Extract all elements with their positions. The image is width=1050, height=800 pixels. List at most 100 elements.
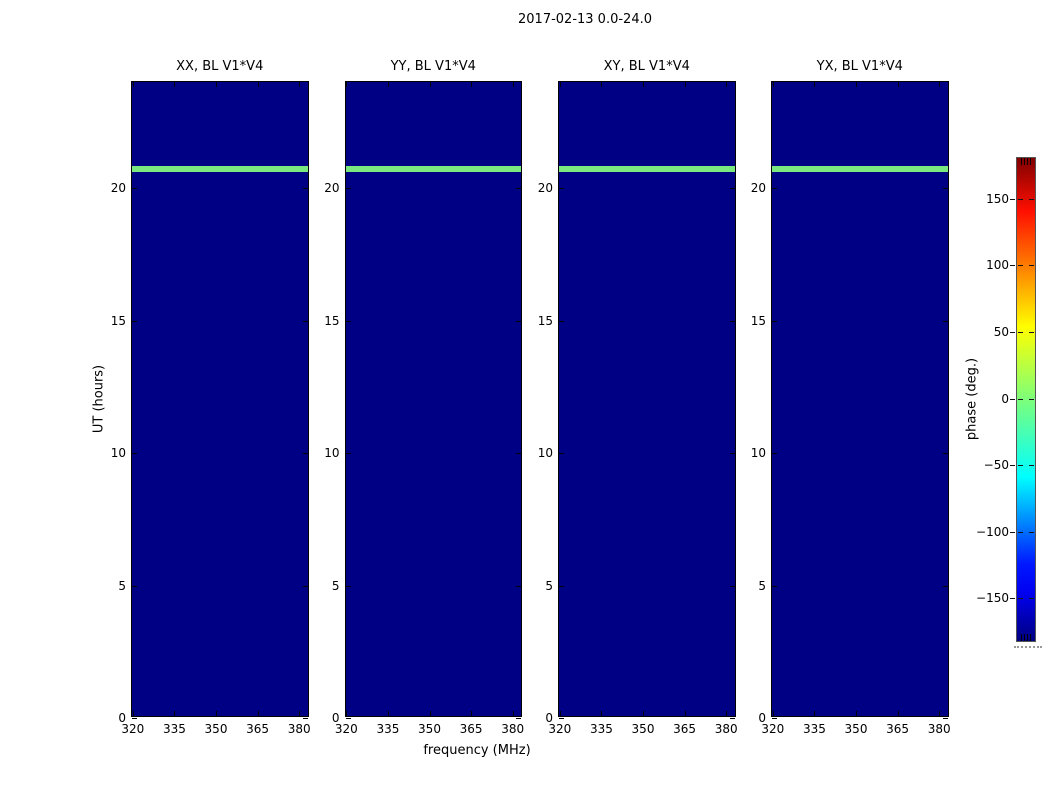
colorbar-tick-mark: [1010, 465, 1015, 466]
colorbar-comb-bottom-icon: [1020, 634, 1032, 641]
x-tick-label: 350: [204, 722, 228, 736]
x-tick-mark: [471, 711, 473, 716]
y-tick-mark: [345, 320, 351, 322]
heatmap-panel: XX, BL V1*V4 320 335 350 365 380 20 15 10 5 0: [111, 59, 311, 736]
y-tick-label: 10: [110, 446, 126, 460]
x-tick-mark: [132, 711, 134, 716]
colorbar-tick-mark: [1018, 198, 1023, 200]
y-tick-label: 0: [331, 711, 340, 725]
colorbar-tick-mark: [1010, 265, 1015, 267]
colorbar-tick-mark: [1010, 398, 1015, 400]
x-tick-mark: [257, 711, 259, 716]
x-tick-mark: [726, 711, 728, 716]
y-tick-label: 20: [324, 181, 340, 195]
colorbar-tick-mark: [1029, 531, 1034, 533]
scan-row: [345, 165, 521, 173]
y-tick-label: 10: [537, 446, 553, 460]
y-tick-mark: [772, 188, 777, 189]
y-tick-mark: [729, 718, 735, 719]
x-tick-mark: [132, 82, 134, 87]
x-tick-label: 380: [501, 722, 525, 736]
y-tick-label: 20: [750, 181, 766, 195]
y-tick-mark: [729, 585, 735, 587]
y-tick-label: 15: [110, 313, 126, 328]
x-tick-label: 380: [287, 722, 311, 736]
x-tick-label: 320: [761, 722, 785, 736]
colorbar-tick-mark: [1029, 398, 1034, 400]
x-tick-mark: [643, 711, 644, 716]
panel-title: YX, BL V1*V4: [816, 59, 903, 74]
x-tick-label: 365: [246, 722, 270, 736]
y-tick-mark: [729, 188, 735, 189]
x-tick-mark: [601, 82, 603, 87]
y-tick-label: 0: [118, 711, 126, 725]
y-tick-mark: [302, 585, 308, 587]
x-tick-label: 365: [459, 722, 483, 736]
x-tick-mark: [939, 711, 941, 716]
y-tick-label: 5: [331, 578, 340, 593]
x-tick-mark: [684, 82, 686, 87]
x-tick-label: 320: [334, 722, 358, 736]
colorbar-tick-mark: [1029, 265, 1034, 267]
y-tick-mark: [942, 320, 948, 322]
heatmap-panel: YY, BL V1*V4 320 335 350 365 380 20 15 10 5 0: [324, 59, 524, 736]
x-tick-mark: [772, 711, 774, 716]
x-tick-mark: [174, 82, 176, 87]
x-tick-mark: [897, 82, 899, 87]
y-tick-mark: [132, 585, 137, 587]
y-tick-mark: [302, 453, 308, 454]
heatmap-panel: YX, BL V1*V4 320 335 350 365 380 20 15 10 5 0: [751, 59, 951, 736]
y-tick-label: 20: [537, 181, 553, 195]
colorbar-tick-mark: [1010, 598, 1015, 600]
y-tick-mark: [516, 585, 521, 587]
y-tick-mark: [772, 718, 777, 719]
x-tick-label: 365: [673, 722, 697, 736]
x-tick-mark: [512, 82, 514, 87]
colorbar-tick-label: −150: [976, 591, 1009, 606]
x-tick-mark: [726, 82, 728, 87]
figure-title: 2017-02-13 0.0-24.0: [518, 12, 652, 27]
y-tick-label: 15: [750, 313, 766, 328]
x-tick-label: 365: [886, 722, 910, 736]
y-tick-mark: [772, 453, 777, 454]
x-tick-mark: [939, 82, 941, 87]
x-tick-mark: [346, 82, 348, 87]
y-tick-mark: [132, 188, 137, 189]
colorbar-tick-mark: [1018, 531, 1023, 533]
colorbar-tick-mark: [1018, 598, 1023, 600]
colorbar-tick-mark: [1029, 465, 1034, 466]
y-tick-mark: [132, 718, 137, 719]
colorbar-tick-mark: [1029, 598, 1034, 600]
x-tick-label: 335: [162, 722, 186, 736]
y-tick-label: 5: [118, 578, 126, 593]
x-tick-mark: [216, 711, 217, 716]
y-tick-mark: [302, 188, 308, 189]
y-tick-label: 0: [545, 711, 553, 725]
y-tick-mark: [729, 453, 735, 454]
x-tick-mark: [429, 82, 431, 87]
x-tick-mark: [643, 82, 644, 87]
y-tick-mark: [559, 585, 564, 587]
y-tick-mark: [132, 453, 137, 454]
colorbar-tick-label: 150: [986, 191, 1009, 206]
y-tick-mark: [559, 320, 564, 322]
y-tick-mark: [516, 188, 521, 189]
x-tick-mark: [856, 711, 857, 716]
x-tick-mark: [299, 711, 301, 716]
x-tick-label: 350: [418, 722, 441, 736]
y-tick-mark: [516, 320, 521, 322]
scan-row: [772, 165, 948, 173]
y-tick-mark: [559, 188, 564, 189]
x-tick-label: 335: [589, 722, 613, 736]
x-tick-label: 335: [376, 722, 400, 736]
x-tick-mark: [346, 711, 348, 716]
x-tick-label: 335: [802, 722, 826, 736]
colorbar-comb-top-icon: [1020, 158, 1032, 165]
y-tick-mark: [942, 718, 948, 719]
panel-title: XY, BL V1*V4: [603, 59, 690, 74]
y-tick-mark: [516, 453, 521, 454]
y-tick-mark: [772, 585, 777, 587]
x-tick-mark: [814, 82, 816, 87]
y-tick-mark: [559, 453, 564, 454]
colorbar-underline-dots: [1014, 646, 1042, 648]
